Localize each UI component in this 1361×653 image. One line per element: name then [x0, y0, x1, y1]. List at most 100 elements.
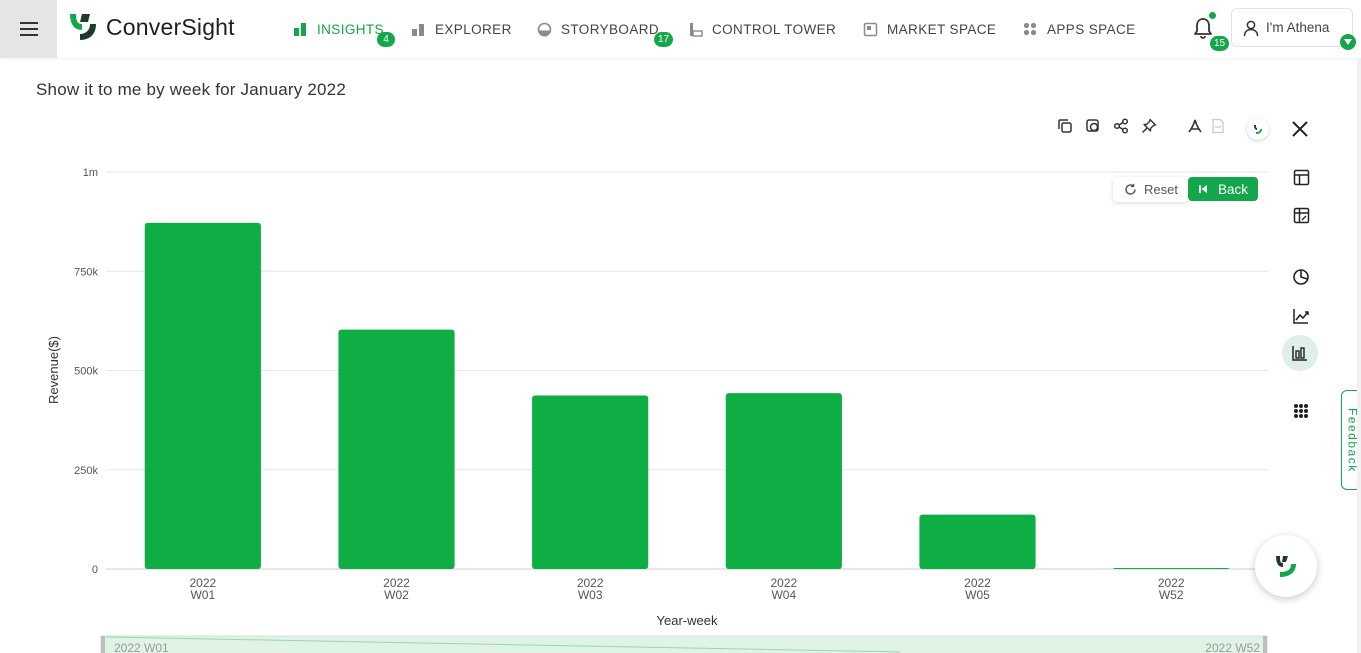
share-button[interactable] — [1111, 116, 1131, 136]
nav-market-space-label: MARKET SPACE — [887, 21, 997, 37]
close-button[interactable] — [1289, 118, 1311, 140]
y-tick-label: 250k — [74, 465, 98, 477]
bar[interactable] — [532, 395, 649, 569]
nav-insights[interactable]: INSIGHTS — [292, 20, 384, 38]
assistant-mini-button[interactable] — [1247, 118, 1269, 140]
storyboard-icon — [536, 21, 552, 37]
nav-insights-label: INSIGHTS — [317, 21, 384, 37]
nav-explorer-label: EXPLORER — [435, 21, 512, 37]
nav-apps-space[interactable]: APPS SPACE — [1022, 20, 1136, 38]
athena-assistant-icon — [1276, 556, 1296, 577]
x-tick-label: 2022 — [1158, 576, 1185, 590]
pie-chart-button[interactable] — [1286, 262, 1316, 292]
market-space-icon — [862, 21, 878, 37]
more-charts-button[interactable] — [1286, 396, 1316, 426]
x-tick-label: W52 — [1159, 588, 1184, 602]
user-menu-caret-icon[interactable] — [1340, 34, 1356, 50]
bar[interactable] — [919, 514, 1036, 569]
user-icon — [1243, 20, 1259, 36]
back-button[interactable]: Back — [1188, 177, 1258, 201]
pivot-table-icon — [1293, 207, 1309, 223]
x-tick-label: W01 — [190, 588, 215, 602]
pin-icon — [1141, 118, 1157, 134]
data-zoom-slider — [100, 635, 1268, 653]
data-zoom-trend-line — [105, 636, 901, 653]
user-menu-button[interactable]: I'm Athena — [1231, 8, 1353, 47]
chart-area: 0 250k 500k 750k 1m 2022 W01 2022 W02 2022 W03 2022… — [0, 150, 1280, 653]
x-tick-label: W02 — [384, 588, 409, 602]
x-tick-label: 2022 — [964, 576, 991, 590]
data-zoom-end-label: 2022 W52 — [1205, 641, 1260, 653]
table-view-button[interactable] — [1286, 162, 1316, 192]
nav-control-tower[interactable]: CONTROL TOWER — [687, 20, 836, 38]
line-chart-icon — [1293, 309, 1309, 324]
x-tick-label: 2022 — [189, 576, 216, 590]
bar-chart-icon — [1292, 346, 1307, 361]
bar[interactable] — [338, 329, 455, 569]
data-zoom-left-handle[interactable] — [101, 636, 105, 653]
copy-image-button[interactable] — [1083, 116, 1103, 136]
line-chart-button[interactable] — [1286, 301, 1316, 331]
bell-icon — [1194, 18, 1212, 39]
pdf-export-button[interactable] — [1185, 116, 1205, 136]
menu-button[interactable] — [0, 0, 57, 58]
notifications-button[interactable] — [1191, 12, 1216, 42]
refresh-icon — [1125, 183, 1136, 195]
y-tick-label: 1m — [83, 167, 98, 179]
share-icon — [1113, 118, 1129, 134]
nav-apps-space-label: APPS SPACE — [1047, 21, 1136, 37]
explorer-icon — [410, 21, 426, 37]
x-tick-label: W04 — [771, 588, 796, 602]
revenue-bar-chart: 0250k500k750k1m2022W012022W022022W032022… — [46, 167, 1268, 653]
reset-zoom-button[interactable]: Reset — [1113, 177, 1189, 202]
close-icon — [1292, 121, 1308, 137]
pie-chart-icon — [1293, 269, 1309, 285]
y-tick-label: 0 — [92, 564, 98, 576]
top-navigation-bar: ConverSight INSIGHTS 4 EXPLORER STORYBOA… — [0, 0, 1361, 58]
bar-chart-button[interactable] — [1282, 335, 1318, 371]
user-label: I'm Athena — [1266, 20, 1330, 35]
hamburger-icon — [19, 20, 38, 38]
nav-control-tower-label: CONTROL TOWER — [712, 21, 837, 37]
document-icon — [1212, 118, 1224, 134]
document-export-button[interactable] — [1208, 116, 1228, 136]
back-label: Back — [1217, 181, 1248, 197]
copy-image-icon — [1086, 119, 1099, 132]
query-title: Show it to me by week for January 2022 — [36, 80, 346, 99]
reset-label: Reset — [1144, 182, 1178, 197]
brand-logo[interactable]: ConverSight — [66, 10, 235, 44]
y-tick-label: 750k — [74, 266, 98, 278]
copy-button[interactable] — [1055, 116, 1075, 136]
notification-dot — [1209, 12, 1216, 19]
y-tick-label: 500k — [74, 366, 98, 378]
x-tick-label: 2022 — [770, 576, 797, 590]
x-tick-label: W05 — [965, 588, 990, 602]
x-axis-title: Year-week — [657, 613, 718, 628]
storyboard-count-badge: 17 — [654, 32, 674, 47]
pin-button[interactable] — [1139, 116, 1159, 136]
pdf-icon — [1188, 119, 1202, 133]
feedback-tab[interactable]: Feedback — [1341, 390, 1361, 490]
bar[interactable] — [1113, 568, 1230, 569]
data-zoom-start-label: 2022 W01 — [114, 641, 169, 653]
x-tick-label: 2022 — [577, 576, 604, 590]
assistant-chat-button[interactable] — [1255, 535, 1317, 597]
conversight-logo-icon — [70, 14, 96, 40]
x-tick-label: 2022 — [383, 576, 410, 590]
data-zoom-right-handle[interactable] — [1263, 636, 1267, 653]
copy-icon — [1058, 119, 1072, 133]
control-tower-icon — [687, 21, 703, 37]
brand-name: ConverSight — [106, 13, 235, 40]
bar[interactable] — [144, 222, 261, 570]
x-tick-label: W03 — [578, 588, 603, 602]
nav-storyboard[interactable]: STORYBOARD — [536, 20, 659, 38]
assistant-logo-icon — [1254, 125, 1262, 134]
pivot-view-button[interactable] — [1286, 200, 1316, 230]
feedback-label: Feedback — [1345, 407, 1360, 473]
bar[interactable] — [725, 393, 842, 569]
notifications-count-badge: 15 — [1210, 36, 1230, 51]
skip-back-icon — [1198, 185, 1207, 193]
nav-explorer[interactable]: EXPLORER — [410, 20, 512, 38]
nav-market-space[interactable]: MARKET SPACE — [862, 20, 996, 38]
page-scrollbar[interactable] — [1357, 58, 1361, 653]
